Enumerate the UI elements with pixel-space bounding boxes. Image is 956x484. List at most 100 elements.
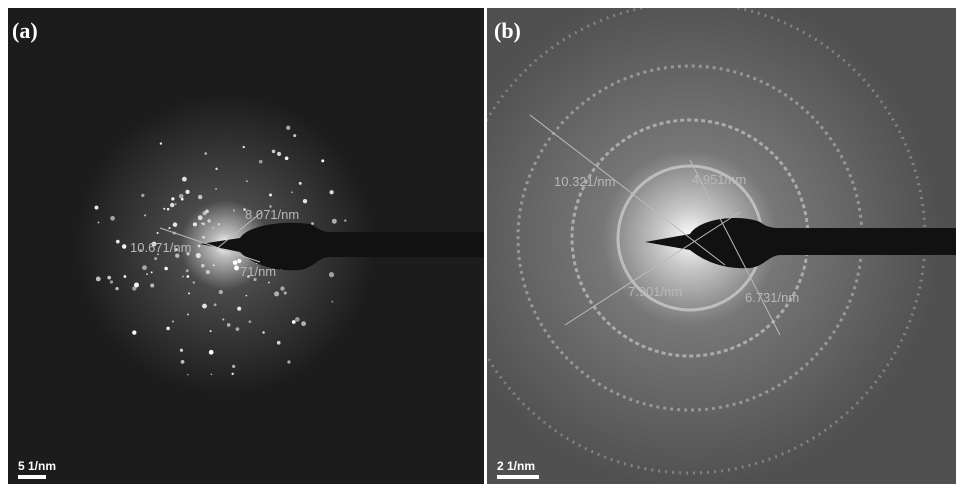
diffraction-spot [157,232,159,234]
diffraction-spot [193,222,197,226]
diffraction-spot [107,276,111,280]
diffraction-spot [277,341,281,345]
panel-label: (b) [494,18,521,43]
diffraction-spot [181,360,185,364]
diffraction-spot [286,126,290,130]
diffraction-spot [182,276,184,278]
diffraction-spot [215,188,217,190]
diffraction-spot [227,323,231,327]
diffraction-spot [180,349,183,352]
diffraction-spot [202,304,207,309]
scale-bar-label: 2 1/nm [497,459,535,473]
scale-bar [18,475,46,479]
diffraction-spot [233,260,238,265]
diffraction-spot [98,221,100,223]
diffraction-spot [115,287,118,290]
diffraction-spot [259,160,263,164]
diffraction-spot [211,373,213,375]
diffraction-spot [214,303,217,306]
diffraction-spot [168,227,170,229]
annotation: 10.671/nm [130,240,191,255]
diffraction-spot [277,152,281,156]
diffraction-spot [215,168,217,170]
diffraction-spot [293,134,296,137]
diffraction-spot [331,301,333,303]
diffraction-spot [272,150,275,153]
annotation: 4.951/nm [692,172,746,187]
diffraction-spot [110,216,115,221]
diffraction-spot [146,273,148,275]
panel-label: (a) [12,18,38,43]
scale-bar-label: 5 1/nm [18,459,56,473]
diffraction-spot [185,190,189,194]
diffraction-spot [210,330,212,332]
diffraction-spot [332,219,337,224]
diffraction-spot [204,152,207,155]
diffraction-spot [303,199,307,203]
diffraction-spot [237,307,241,311]
diffraction-spot [96,276,101,281]
diffraction-spot [122,244,126,248]
diffraction-spot [187,314,189,316]
diffraction-spot [209,350,214,355]
diffraction-spot [231,373,233,375]
diffraction-spot [246,295,248,297]
diffraction-spot [196,253,201,258]
diffraction-spot [151,271,153,273]
diffraction-spot [243,146,245,148]
diffraction-spot [222,319,224,321]
diffraction-spot [144,214,146,216]
diffraction-spot [329,190,333,194]
diffraction-spot [329,272,334,277]
diffraction-spot [202,236,205,239]
diffraction-spot [213,264,215,266]
diffraction-spot [287,360,290,363]
diffraction-spot [203,211,207,215]
diffraction-spot [154,257,157,260]
diffraction-spot [299,182,302,185]
diffraction-spot [236,327,240,331]
diffraction-spot [150,283,154,287]
diffraction-spot [212,227,214,229]
diffraction-spot [219,290,223,294]
diffraction-spot [237,259,241,263]
diffraction-spot [167,208,170,211]
diffraction-spot [164,267,168,271]
scale-bar [497,475,539,479]
diffraction-spot [280,286,284,290]
diffraction-spot [236,265,238,267]
diffraction-spot [206,270,210,274]
diffraction-spot [123,275,126,278]
annotation: 6.731/nm [745,290,799,305]
diffraction-spot [295,317,300,322]
diffraction-spot [198,195,202,199]
diffraction-spot [179,194,184,199]
diffraction-spot [201,223,203,225]
diffraction-spot [233,209,235,211]
diffraction-spot [198,245,201,248]
annotation: 8.071/nm [245,207,299,222]
diffraction-spot [198,215,203,220]
diffraction-spot [166,327,170,331]
diffraction-spot [172,321,174,323]
diffraction-spot [187,374,189,376]
figure: (a) (b) 8.071/nm 10.671/nm 71/nm 10.321/… [0,0,956,484]
diffraction-spot [188,292,190,294]
diffraction-spot [232,365,235,368]
diffraction-spot [173,222,178,227]
diffraction-spot [175,203,177,205]
diffraction-spot [171,197,174,200]
diffraction-spot [193,281,195,283]
diffraction-spot [301,321,306,326]
diffraction-spot [344,219,346,221]
annotation: 7.901/nm [628,284,682,299]
diffraction-spot [110,280,113,283]
diffraction-spot [269,193,272,196]
diffraction-spot [132,330,136,334]
diffraction-spot [274,291,279,296]
diffraction-spot [292,320,296,324]
diffraction-spot [285,156,289,160]
diffraction-spot [163,208,165,210]
annotation: 10.321/nm [554,174,615,189]
diffraction-spot [116,240,120,244]
